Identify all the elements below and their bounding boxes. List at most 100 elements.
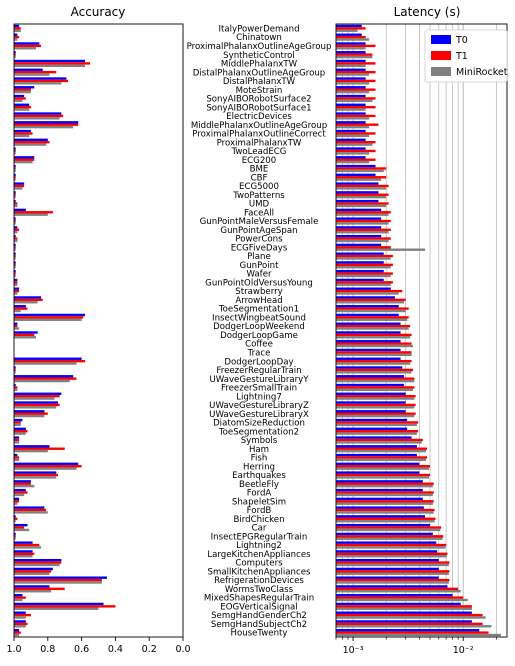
accuracy-bar xyxy=(14,167,16,170)
latency-bar xyxy=(336,156,366,159)
category-label: ItalyPowerDemand xyxy=(218,24,299,34)
latency-bar xyxy=(336,410,406,413)
latency-bar xyxy=(336,611,472,614)
accuracy-bar xyxy=(14,77,67,80)
latency-bar xyxy=(336,158,376,161)
accuracy-bar xyxy=(14,594,23,597)
latency-bar xyxy=(336,616,486,619)
latency-bar xyxy=(336,112,366,115)
latency-bar xyxy=(336,594,453,597)
latency-bar xyxy=(336,47,366,50)
accuracy-bar xyxy=(14,506,45,509)
accuracy-bar xyxy=(14,246,16,249)
accuracy-bar xyxy=(14,616,26,619)
latency-bar xyxy=(336,511,434,514)
accuracy-bar xyxy=(14,202,18,205)
accuracy-bar xyxy=(14,484,35,488)
latency-bar xyxy=(336,318,408,321)
latency-bar xyxy=(336,274,391,278)
latency-bar xyxy=(336,55,373,59)
accuracy-bar xyxy=(14,552,35,556)
category-label: ProximalPhalanxOutlineCorrect xyxy=(192,130,326,140)
category-label: Fish xyxy=(251,454,268,464)
latency-bar xyxy=(336,418,408,422)
latency-bar xyxy=(336,182,379,185)
accuracy-bar xyxy=(14,105,31,109)
latency-bar xyxy=(336,491,434,494)
latency-bar xyxy=(336,386,415,389)
latency-bar xyxy=(336,141,376,144)
latency-bar xyxy=(336,164,376,168)
category-label: UMD xyxy=(249,200,270,210)
accuracy-bar xyxy=(14,263,16,267)
accuracy-tick-label: 0.8 xyxy=(40,644,55,655)
accuracy-bar xyxy=(14,519,16,523)
accuracy-axes-frame xyxy=(13,23,184,638)
latency-bar xyxy=(336,467,430,470)
accuracy-x-axis: 1.0 0.8 0.6 0.4 0.2 0.0 xyxy=(6,637,191,655)
accuracy-bar xyxy=(14,228,20,231)
latency-bar xyxy=(336,147,366,150)
category-label: GunPoint xyxy=(240,261,280,271)
latency-bar xyxy=(336,537,443,540)
category-label: MiddlePhalanxOutlineAgeGroup xyxy=(191,121,327,131)
latency-bar xyxy=(336,543,447,547)
latency-bar xyxy=(336,576,439,579)
accuracy-bar xyxy=(14,555,33,558)
accuracy-chart-title: Accuracy xyxy=(71,5,126,19)
accuracy-bar xyxy=(14,497,20,501)
latency-bar xyxy=(336,292,399,295)
accuracy-bar xyxy=(14,414,45,418)
category-label: FaceAll xyxy=(244,208,274,218)
category-label: Coffee xyxy=(245,340,273,350)
category-label: DodgerLoopWeekend xyxy=(213,322,305,332)
accuracy-bar xyxy=(14,550,33,553)
accuracy-bar xyxy=(14,563,60,567)
latency-bar xyxy=(336,195,387,199)
latency-bar xyxy=(336,125,370,129)
latency-bar xyxy=(336,77,366,80)
latency-bar xyxy=(336,447,428,450)
accuracy-bar xyxy=(14,585,50,588)
latency-bar xyxy=(336,379,415,383)
latency-bar xyxy=(336,97,376,100)
accuracy-bar xyxy=(14,195,16,199)
latency-bar xyxy=(336,605,472,608)
latency-bar xyxy=(336,633,501,637)
accuracy-bar xyxy=(14,176,16,179)
latency-tick-label: 10⁻² xyxy=(453,645,474,656)
latency-bar xyxy=(336,108,366,111)
latency-bar xyxy=(336,261,384,264)
accuracy-bar xyxy=(14,70,57,74)
accuracy-bar xyxy=(14,388,18,392)
latency-bar xyxy=(336,377,415,380)
accuracy-bar xyxy=(14,97,26,100)
latency-bar xyxy=(336,342,412,345)
accuracy-bar xyxy=(14,430,28,433)
category-label: DistalPhalanxTW xyxy=(223,77,296,87)
accuracy-bar xyxy=(14,219,16,223)
accuracy-bar xyxy=(14,149,16,153)
accuracy-bar xyxy=(14,327,20,330)
dataset-labels: ItalyPowerDemandChinatownProximalPhalanx… xyxy=(187,24,332,638)
latency-bar xyxy=(336,541,437,544)
latency-bar xyxy=(336,336,411,339)
latency-bar xyxy=(336,403,416,407)
accuracy-bar xyxy=(14,134,30,138)
latency-bar xyxy=(336,581,449,584)
latency-bar xyxy=(336,243,382,247)
accuracy-bar xyxy=(14,421,21,424)
accuracy-bar xyxy=(14,158,35,161)
accuracy-bar xyxy=(14,90,31,94)
latency-bar xyxy=(336,506,424,509)
category-label: ProximalPhalanxOutlineAgeGroup xyxy=(187,42,332,52)
latency-bar xyxy=(336,62,376,65)
latency-bar xyxy=(336,33,362,36)
category-label: TwoLeadECG xyxy=(231,147,287,157)
accuracy-bar xyxy=(14,537,16,540)
accuracy-bar xyxy=(14,392,62,395)
latency-bar xyxy=(336,305,399,308)
latency-bar xyxy=(336,436,412,439)
accuracy-bar xyxy=(14,169,16,173)
category-label: SemgHandGenderCh2 xyxy=(211,611,307,621)
